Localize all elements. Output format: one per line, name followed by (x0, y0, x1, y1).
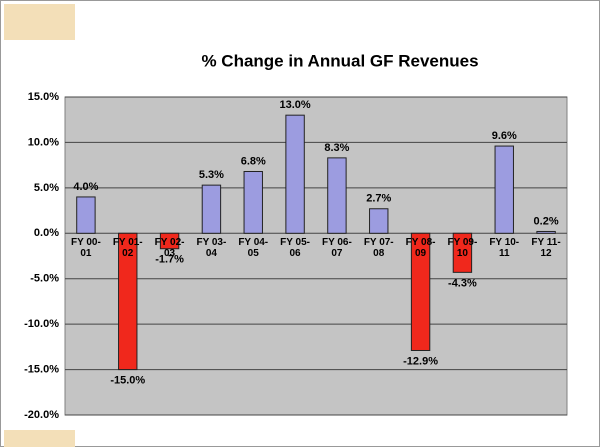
data-label: -12.9% (403, 355, 438, 367)
x-tick-label-box: FY 00-01 (70, 237, 101, 260)
x-tick-label: FY 11-12 (531, 237, 561, 260)
data-label: 2.7% (366, 193, 391, 205)
x-tick-label-box: FY 05-06 (280, 237, 310, 260)
x-tick-label-box: FY 08-09 (405, 237, 436, 260)
x-tick-label-box: FY 01-02 (112, 237, 143, 260)
y-tick-label: -20.0% (24, 409, 59, 421)
y-tick-label: 15.0% (28, 91, 59, 103)
data-label: 5.3% (199, 169, 224, 181)
data-label: 4.0% (73, 181, 98, 193)
x-tick-label-box: FY 02-03 (154, 237, 185, 260)
x-tick-label-box: FY 10-11 (489, 237, 520, 260)
bar (285, 114, 305, 234)
x-tick-label: FY 02-03 (154, 237, 185, 260)
y-tick-label: 10.0% (28, 136, 59, 148)
bar (536, 230, 556, 234)
x-tick-label: FY 01-02 (112, 237, 143, 260)
bar (243, 171, 263, 234)
x-tick-label-box: FY 04-05 (238, 237, 269, 260)
bar (410, 232, 431, 351)
bar (118, 232, 138, 371)
x-tick-label: FY 07-08 (363, 237, 394, 260)
x-tick-label: FY 04-05 (238, 237, 269, 260)
data-label: -1.7% (155, 254, 184, 266)
y-tick-label: -10.0% (24, 318, 59, 330)
x-tick-label: FY 03-04 (196, 237, 227, 260)
x-tick-label-box: FY 03-04 (196, 237, 227, 260)
x-tick-label: FY 06-07 (321, 237, 352, 260)
x-tick-label: FY 10-11 (489, 237, 520, 260)
data-label: 6.8% (241, 155, 266, 167)
x-tick-label-box: FY 06-07 (321, 237, 352, 260)
y-tick-label: 0.0% (34, 227, 59, 239)
x-tick-label: FY 05-06 (280, 237, 310, 260)
bar (369, 208, 389, 234)
y-tick-label: -15.0% (24, 363, 59, 375)
bar (327, 157, 347, 234)
corner (4, 430, 75, 447)
x-tick-label: FY 08-09 (405, 237, 436, 260)
data-label: 13.0% (279, 99, 310, 111)
data-label: -4.3% (448, 277, 477, 289)
y-tick-label: -5.0% (30, 273, 59, 285)
x-tick-label: FY 00-01 (70, 237, 101, 260)
bar (76, 196, 96, 234)
chart-title: % Change in Annual GF Revenues (201, 51, 478, 70)
data-label: 8.3% (324, 142, 349, 154)
x-tick-label-box: FY 07-08 (363, 237, 394, 260)
bar (452, 232, 473, 273)
plot-area (64, 96, 568, 416)
x-tick-label: FY 09-10 (447, 237, 478, 260)
bar (494, 145, 514, 234)
y-tick-label: 5.0% (34, 182, 59, 194)
bar (201, 184, 222, 234)
x-tick-label-box: FY 09-10 (447, 237, 478, 260)
corner (4, 4, 75, 40)
bar (159, 232, 180, 250)
data-label: 0.2% (534, 215, 559, 227)
data-label: 9.6% (492, 130, 517, 142)
x-tick-label-box: FY 11-12 (531, 237, 561, 260)
data-label: -15.0% (110, 374, 145, 386)
